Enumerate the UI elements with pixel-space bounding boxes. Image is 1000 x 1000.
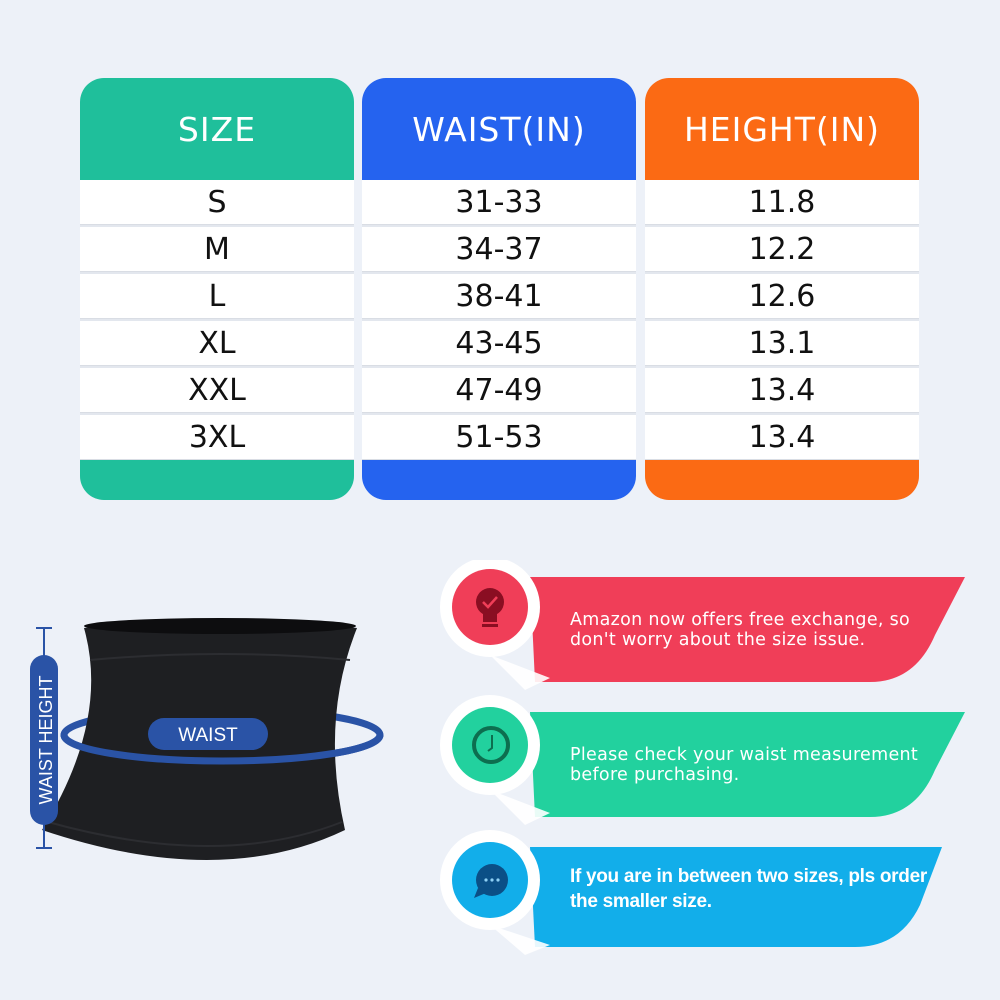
clock-icon <box>472 726 510 764</box>
height-cell: 12.2 <box>645 227 919 272</box>
waist-label: WAIST <box>178 725 238 746</box>
tip-line: before purchasing. <box>570 765 740 785</box>
tip-text: If you are in between two sizes, pls ord… <box>570 864 927 914</box>
size-column: SIZE S M L XL XXL 3XL <box>80 78 354 500</box>
size-header: SIZE <box>177 109 257 149</box>
tip-line: the smaller size. <box>570 891 712 912</box>
waist-cell: 43-45 <box>362 321 636 366</box>
waist-ring-front <box>60 734 384 765</box>
tip-text: Amazon now offers free exchange, so don'… <box>570 610 910 650</box>
height-cell: 13.4 <box>645 415 919 460</box>
waist-cell: 34-37 <box>362 227 636 272</box>
size-cell: L <box>80 274 354 319</box>
waist-cell: 51-53 <box>362 415 636 460</box>
waist-column: WAIST(IN) 31-33 34-37 38-41 43-45 47-49 … <box>362 78 636 500</box>
waist-trainer-diagram: WAIST HEIGHT WAIST <box>30 618 384 860</box>
tip-between-sizes: If you are in between two sizes, pls ord… <box>430 830 970 955</box>
size-cell: S <box>80 180 354 225</box>
waist-cell: 47-49 <box>362 368 636 413</box>
tip-exchange: Amazon now offers free exchange, so don'… <box>430 560 970 690</box>
height-cell: 12.6 <box>645 274 919 319</box>
tip-line: Please check your waist measurement <box>570 745 919 765</box>
size-cell: 3XL <box>80 415 354 460</box>
chat-bubble-icon <box>474 864 508 898</box>
tip-measure: Please check your waist measurement befo… <box>430 695 970 825</box>
tip-text: Please check your waist measurement befo… <box>570 745 918 785</box>
waist-height-label: WAIST HEIGHT <box>36 675 56 804</box>
height-cell: 13.4 <box>645 368 919 413</box>
size-cell: XL <box>80 321 354 366</box>
tip-line: If you are in between two sizes, pls ord… <box>570 866 927 887</box>
size-cell: XXL <box>80 368 354 413</box>
height-cell: 11.8 <box>645 180 919 225</box>
waist-header: WAIST(IN) <box>412 109 586 149</box>
height-header: HEIGHT(IN) <box>683 109 881 149</box>
size-cell: M <box>80 227 354 272</box>
height-column: HEIGHT(IN) 11.8 12.2 12.6 13.1 13.4 13.4 <box>645 78 919 500</box>
tip-line: Amazon now offers free exchange, so <box>570 610 911 630</box>
belt-top-opening <box>84 618 356 634</box>
tip-line: don't worry about the size issue. <box>570 630 866 650</box>
lightbulb-check-icon <box>476 588 504 627</box>
waist-cell: 38-41 <box>362 274 636 319</box>
waist-cell: 31-33 <box>362 180 636 225</box>
height-cell: 13.1 <box>645 321 919 366</box>
